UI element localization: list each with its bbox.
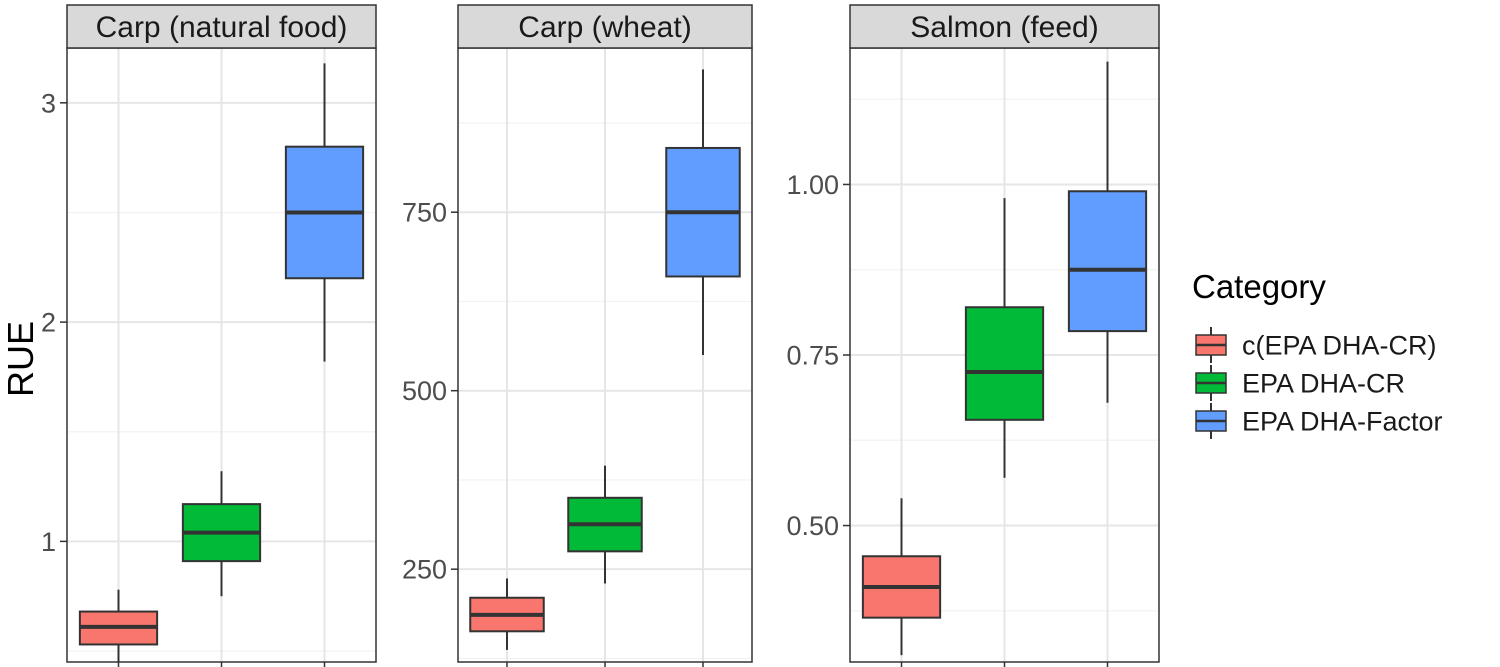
y-tick-label: 0.75 [786, 341, 839, 371]
panel-3: Salmon (feed) 0.50 0.75 1.00 [786, 4, 1160, 667]
box-c-epa-dha-cr- [78, 589, 159, 662]
y-tick-label: 3 [41, 88, 56, 118]
legend-label: c(EPA DHA-CR) [1242, 331, 1437, 361]
box-c-epa-dha-cr- [861, 498, 942, 656]
y-tick-label: 2 [41, 308, 56, 338]
legend-entry: c(EPA DHA-CR) [1195, 327, 1437, 363]
y-tick-label: 750 [402, 198, 447, 228]
box-iqr [1067, 190, 1148, 333]
panel-title: Carp (natural food) [96, 11, 348, 44]
box-epa-dha-cr [567, 465, 643, 584]
box-epa-dha-factor [284, 63, 365, 362]
legend-label: EPA DHA-CR [1242, 369, 1405, 399]
box-epa-dha-cr [964, 198, 1045, 478]
y-tick-label: 500 [402, 376, 447, 406]
y-tick-label: 250 [402, 555, 447, 585]
legend-entry: EPA DHA-Factor [1195, 403, 1443, 439]
panel-2: Carp (wheat) 250 500 750 [402, 4, 753, 667]
y-tick-label: 1.00 [786, 170, 839, 200]
panel-title: Carp (wheat) [518, 11, 691, 44]
box-epa-dha-cr [181, 471, 262, 597]
y-tick-label: 0.50 [786, 511, 839, 541]
y-tick-label: 1 [41, 527, 56, 557]
box-c-epa-dha-cr- [469, 578, 545, 650]
box-iqr [964, 306, 1045, 421]
legend-title: Category [1192, 268, 1326, 305]
legend-entry: EPA DHA-CR [1195, 365, 1405, 401]
strip-background [66, 4, 377, 49]
legend-label: EPA DHA-Factor [1242, 407, 1443, 437]
box-epa-dha-factor [1067, 61, 1148, 403]
strip-background [457, 4, 753, 49]
panel-1: Carp (natural food) 1 2 3 [41, 4, 377, 667]
y-axis-label: RUE [0, 321, 41, 397]
panel-title: Salmon (feed) [910, 11, 1098, 44]
box-epa-dha-factor [665, 69, 741, 355]
strip-background [849, 4, 1160, 49]
